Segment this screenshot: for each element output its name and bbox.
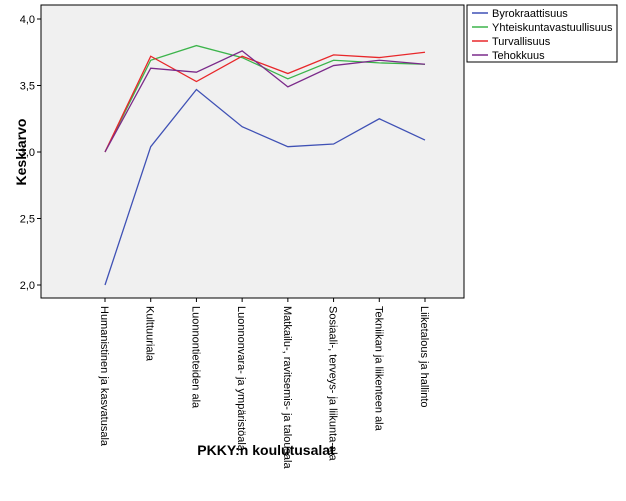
y-axis-title: Keskiarvo bbox=[13, 119, 29, 186]
legend-label: Tehokkuus bbox=[492, 50, 545, 62]
series-line-turvallisuus bbox=[104, 51, 426, 153]
y-tick-label: 3,0 bbox=[20, 147, 35, 159]
x-tick-label: Humanistinen ja kasvatusala bbox=[98, 306, 110, 447]
plot-area bbox=[40, 4, 465, 299]
y-tick-label: 3,5 bbox=[20, 81, 35, 93]
x-tick-label: Liiketalous ja hallinto bbox=[418, 306, 430, 408]
x-tick-label: Tekniikan ja liikenteen ala bbox=[372, 306, 384, 432]
x-tick-label: Luonnontieteiden ala bbox=[189, 306, 201, 409]
legend-label: Byrokraattisuus bbox=[492, 8, 568, 20]
x-tick-label: Kulttuuriala bbox=[144, 306, 156, 362]
series-line-byrokraattisuus bbox=[104, 88, 426, 286]
legend-box bbox=[466, 4, 618, 63]
x-tick-label: Matkailu-, ravitsemis- ja talousala bbox=[281, 306, 293, 469]
y-tick-label: 2,5 bbox=[20, 214, 35, 226]
legend: Byrokraattisuus Yhteiskuntavastuullisuus T… bbox=[466, 4, 618, 63]
y-axis: 2,0 2,5 3,0 3,5 4,0 bbox=[20, 14, 41, 292]
series-line-tehokkuus bbox=[104, 50, 426, 153]
legend-label: Turvallisuus bbox=[492, 36, 551, 48]
y-tick-label: 4,0 bbox=[20, 14, 35, 26]
x-tick-label: Luonnonvara- ja ympäristöala bbox=[235, 306, 247, 452]
series-lines bbox=[104, 44, 426, 286]
x-tick-label: Sosiaali-, terveys- ja liikunta-ala bbox=[327, 306, 339, 462]
legend-label: Yhteiskuntavastuullisuus bbox=[492, 22, 613, 34]
x-axis: Humanistinen ja kasvatusala Kulttuuriala L… bbox=[98, 298, 430, 469]
x-axis-title: PKKY:n koulutusalat bbox=[197, 442, 335, 458]
y-tick-label: 2,0 bbox=[20, 280, 35, 292]
